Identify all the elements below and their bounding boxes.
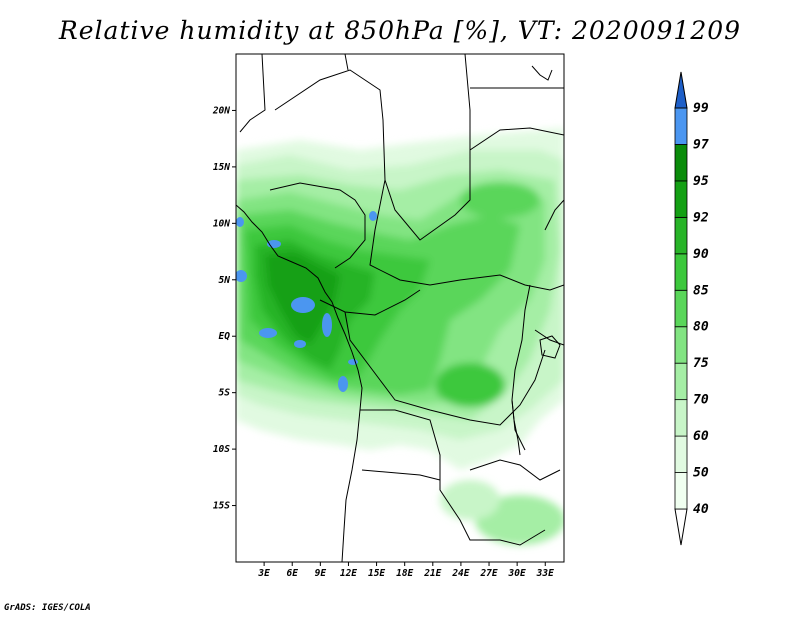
colorbar-segment	[674, 289, 688, 328]
colorbar-label: 80	[693, 320, 709, 335]
colorbar-label: 85	[693, 283, 709, 298]
colorbar-label: 70	[693, 393, 709, 408]
grads-credit: GrADS: IGES/COLA	[4, 603, 91, 613]
colorbar-segment	[674, 472, 688, 510]
colorbar-label: 60	[693, 429, 709, 444]
lat-tick-label: 10S	[213, 444, 230, 455]
lake-tanganyika	[511, 399, 521, 456]
rh-patch-east-85	[435, 363, 505, 407]
border-north-1	[239, 54, 266, 133]
lon-tick-label: 24E	[451, 568, 469, 579]
lon-tick-label: 15E	[368, 568, 385, 579]
colorbar: 40 50 60 70 75 80 85 90 92 95 97 99	[674, 71, 709, 546]
colorbar-segment	[674, 326, 688, 364]
colorbar-label: 50	[693, 466, 709, 481]
lat-tick-label: 15N	[213, 162, 230, 173]
lat-tick-label: 20N	[212, 105, 230, 116]
colorbar-label: 75	[693, 356, 709, 371]
colorbar-label: 99	[693, 101, 709, 116]
rh-patch-97-j	[236, 217, 244, 227]
colorbar-label: 92	[693, 210, 709, 225]
rh-patch-north-85	[460, 182, 540, 218]
longitude-axis: 3E 6E 9E 12E 15E 18E 21E 24E 27E 30E 33E	[257, 562, 554, 579]
border-chad-car	[369, 179, 564, 291]
lon-tick-label: 27E	[479, 568, 497, 579]
rh-patch-97-a	[291, 297, 315, 313]
rh-patch-south-60	[440, 480, 500, 520]
map-title: Relative humidity at 850hPa [%], VT: 202…	[58, 16, 742, 45]
rh-patch-97-h	[294, 340, 306, 348]
lat-tick-label: 10N	[213, 218, 230, 229]
border-kenya	[534, 329, 564, 346]
colorbar-segment	[674, 399, 688, 437]
colorbar-label: 95	[693, 174, 709, 189]
colorbar-segment	[674, 362, 688, 401]
map-frame	[235, 53, 565, 563]
border-namibia	[361, 469, 441, 481]
coastline-west	[236, 204, 363, 562]
colorbar-segment	[674, 435, 688, 473]
rh-patch-97-c	[322, 313, 332, 337]
border-zambia	[469, 459, 561, 481]
lon-tick-label: 6E	[287, 568, 299, 579]
colorbar-segment	[674, 216, 688, 255]
lon-tick-label: 9E	[315, 568, 327, 579]
lon-tick-label: 18E	[396, 568, 413, 579]
rh-patch-97-d	[338, 376, 348, 392]
border-cameroon	[319, 289, 421, 316]
red-sea-coast	[531, 65, 553, 81]
lake-victoria	[539, 335, 561, 359]
border-sudan	[464, 54, 471, 150]
colorbar-above-arrow	[674, 71, 688, 109]
lat-tick-label: 5S	[219, 388, 231, 399]
border-ethiopia	[544, 199, 564, 231]
rh-patch-97-e	[236, 270, 247, 282]
colorbar-segment	[674, 180, 688, 218]
colorbar-label: 40	[693, 502, 709, 517]
latitude-axis: 20N 15N 10N 5N EQ 5S 10S 15S	[212, 105, 236, 512]
country-borders	[236, 54, 564, 562]
colorbar-label: 97	[693, 137, 709, 152]
colorbar-segment	[674, 144, 688, 182]
border-north-3	[344, 54, 349, 71]
border-angola	[360, 409, 546, 546]
border-drc-east	[511, 284, 531, 451]
lon-tick-label: 33E	[536, 568, 554, 579]
rh-patch-97-b	[259, 328, 277, 338]
lon-tick-label: 12E	[340, 568, 357, 579]
colorbar-segment	[674, 253, 688, 291]
colorbar-below-arrow	[674, 508, 688, 546]
lon-tick-label: 21E	[423, 568, 441, 579]
lon-tick-label: 3E	[257, 568, 270, 579]
rh-patch-97-g	[369, 211, 377, 221]
colorbar-segment	[674, 107, 688, 145]
lat-tick-label: 15S	[213, 501, 230, 512]
humidity-field	[236, 54, 564, 562]
lat-tick-label: EQ	[219, 331, 231, 342]
border-north-2	[274, 69, 564, 241]
colorbar-label: 90	[693, 247, 709, 262]
lat-tick-label: 5N	[219, 275, 231, 286]
border-congo	[344, 311, 546, 426]
lon-tick-label: 30E	[508, 568, 526, 579]
border-nigeria	[269, 182, 366, 269]
